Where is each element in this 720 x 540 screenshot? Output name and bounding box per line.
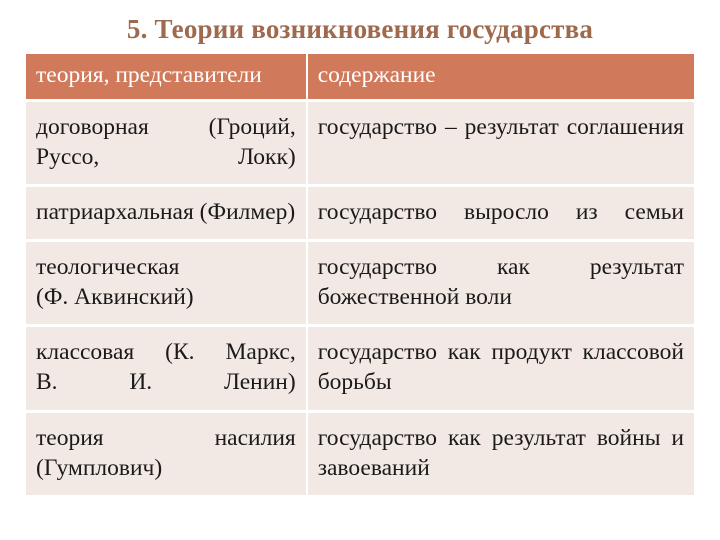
cell-theory: патриархальная (Филмер) [26,187,306,239]
table-row: договорная (Гроций, Руссо, Локк) государ… [26,102,694,184]
cell-theory: теория насилия (Гумплович) [26,413,306,495]
cell-content: государство как результат божественной в… [308,242,694,324]
slide: 5. Теории возникновения государства теор… [0,0,720,540]
cell-content: государство выросло из семьи [308,187,694,239]
theories-table: теория, представители содержание договор… [24,51,696,498]
col-header-theory: теория, представители [26,54,306,99]
table-row: классовая (К. Маркс, В. И. Ленин) госуда… [26,327,694,409]
cell-theory: договорная (Гроций, Руссо, Локк) [26,102,306,184]
cell-theory: классовая (К. Маркс, В. И. Ленин) [26,327,306,409]
cell-content: государство как результат войны и завоев… [308,413,694,495]
table-row: теологическая (Ф. Аквинский) государство… [26,242,694,324]
slide-title: 5. Теории возникновения государства [24,14,696,45]
cell-content: государство как продукт классовой борьбы [308,327,694,409]
cell-content: государство – результат соглашения [308,102,694,184]
table-header-row: теория, представители содержание [26,54,694,99]
table-row: патриархальная (Филмер) государство выро… [26,187,694,239]
cell-theory: теологическая (Ф. Аквинский) [26,242,306,324]
col-header-content: содержание [308,54,694,99]
table-row: теория насилия (Гумплович) государство к… [26,413,694,495]
